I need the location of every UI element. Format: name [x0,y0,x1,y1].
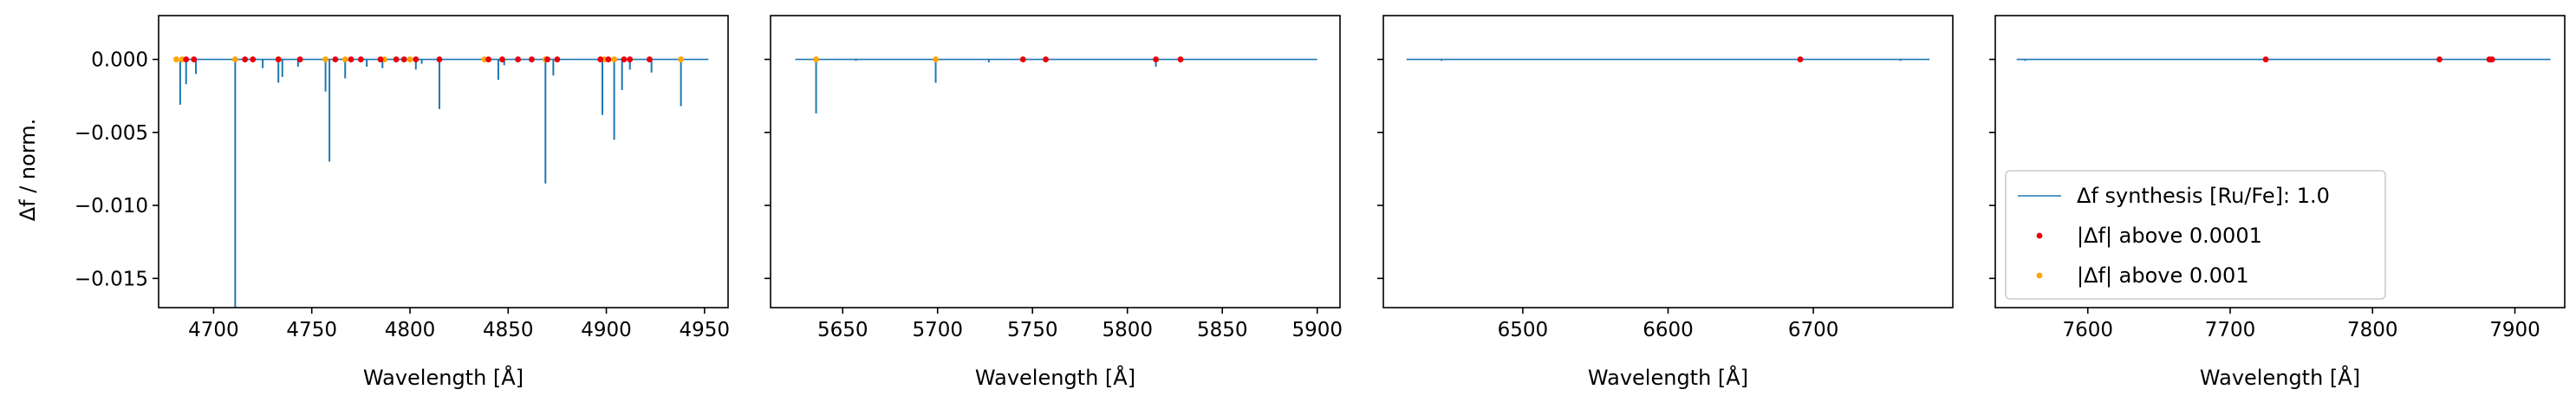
marker-above-0.001 [172,56,179,62]
x-tick-label: 7700 [2205,319,2256,341]
panel-2: 5650 5700 5750 5800 5850 5900 Wavelength [Å] [764,15,1343,390]
marker-above-0.0001 [183,56,190,62]
axes-frame [770,15,1341,308]
x-axis-label: Wavelength [Å] [975,365,1135,390]
marker-above-0.0001 [275,56,282,62]
marker-above-0.0001 [1797,56,1804,62]
plot-area [1406,56,1930,62]
marker-above-0.0001 [393,56,400,62]
marker-above-0.0001 [499,56,505,62]
x-tick-label: 5800 [1102,319,1153,341]
x-tick-label: 6700 [1788,319,1839,341]
marker-above-0.0001 [250,56,257,62]
marker-above-0.0001 [413,56,420,62]
x-axis-label: Wavelength [Å] [2200,365,2360,390]
marker-above-0.0001 [597,56,604,62]
x-tick-label: 4750 [286,319,337,341]
marker-above-0.0001 [377,56,384,62]
marker-above-0.001 [322,56,329,62]
marker-above-0.0001 [1019,56,1026,62]
marker-above-0.0001 [348,56,355,62]
marker-above-0.001 [933,56,939,62]
x-tick-label: 7800 [2347,319,2398,341]
marker-above-0.001 [231,56,238,62]
y-tick-label: −0.005 [75,122,148,145]
x-tick-label: 4850 [483,319,534,341]
plot-area [172,56,709,308]
marker-above-0.0001 [2436,56,2443,62]
marker-above-0.0001 [191,56,198,62]
x-tick-label: 4900 [581,319,632,341]
axes-frame [158,15,729,308]
marker-above-0.0001 [332,56,339,62]
x-tick-label: 6500 [1498,319,1549,341]
y-axis-label: Δf / norm. [16,119,40,222]
x-tick-label: 5650 [817,319,868,341]
x-tick-label: 5700 [912,319,963,341]
marker-above-0.0001 [515,56,521,62]
marker-above-0.0001 [544,56,550,62]
marker-above-0.0001 [1043,56,1049,62]
x-tick-label: 4700 [188,319,239,341]
panel-1: 0.000 −0.005 −0.010 −0.015 4700 4750 4800 4850 4… [75,15,731,390]
panel-4: 7600 7700 7800 7900 Wavelength [Å] [1989,15,2566,390]
marker-above-0.0001 [400,56,407,62]
x-tick-label: 5750 [1007,319,1058,341]
x-tick-label: 7600 [2062,319,2113,341]
marker-above-0.0001 [627,56,634,62]
plot-area [2016,56,2551,62]
y-tick-label: −0.010 [75,195,148,217]
legend-swatch-dot [2036,232,2043,239]
plot-area [795,56,1317,114]
axes-frame [1994,15,2566,308]
marker-above-0.001 [342,56,348,62]
x-tick-label: 4950 [680,319,731,341]
y-tick-label: 0.000 [91,49,148,72]
x-axis-label: Wavelength [Å] [363,365,524,390]
marker-above-0.0001 [2262,56,2269,62]
legend-swatch-dot [2036,272,2043,279]
marker-above-0.0001 [1153,56,1159,62]
x-tick-label: 6600 [1643,319,1694,341]
legend: Δf synthesis [Ru/Fe]: 1.0 |Δf| above 0.00… [2005,170,2386,300]
legend-label: |Δf| above 0.0001 [2077,224,2262,248]
marker-above-0.001 [611,56,617,62]
x-tick-label: 5850 [1197,319,1248,341]
x-tick-label: 5900 [1291,319,1343,341]
marker-above-0.0001 [242,56,249,62]
marker-above-0.001 [407,56,413,62]
marker-above-0.0001 [554,56,561,62]
marker-above-0.0001 [529,56,535,62]
marker-above-0.001 [813,56,819,62]
legend-box [2005,170,2386,300]
x-tick-label: 7900 [2489,319,2540,341]
marker-above-0.0001 [646,56,653,62]
marker-above-0.0001 [1177,56,1184,62]
panel-3: 6500 6600 6700 Wavelength [Å] [1377,15,1954,390]
marker-above-0.0001 [436,56,443,62]
x-axis-label: Wavelength [Å] [1588,365,1748,390]
legend-label: |Δf| above 0.001 [2077,263,2249,288]
marker-above-0.0001 [485,56,492,62]
legend-label: Δf synthesis [Ru/Fe]: 1.0 [2077,184,2330,208]
marker-above-0.0001 [357,56,364,62]
marker-above-0.0001 [605,56,612,62]
marker-above-0.0001 [2488,56,2495,62]
marker-above-0.0001 [621,56,628,62]
x-tick-label: 4800 [385,319,436,341]
marker-above-0.001 [678,56,685,62]
marker-above-0.0001 [296,56,303,62]
y-tick-label: −0.015 [75,268,148,290]
